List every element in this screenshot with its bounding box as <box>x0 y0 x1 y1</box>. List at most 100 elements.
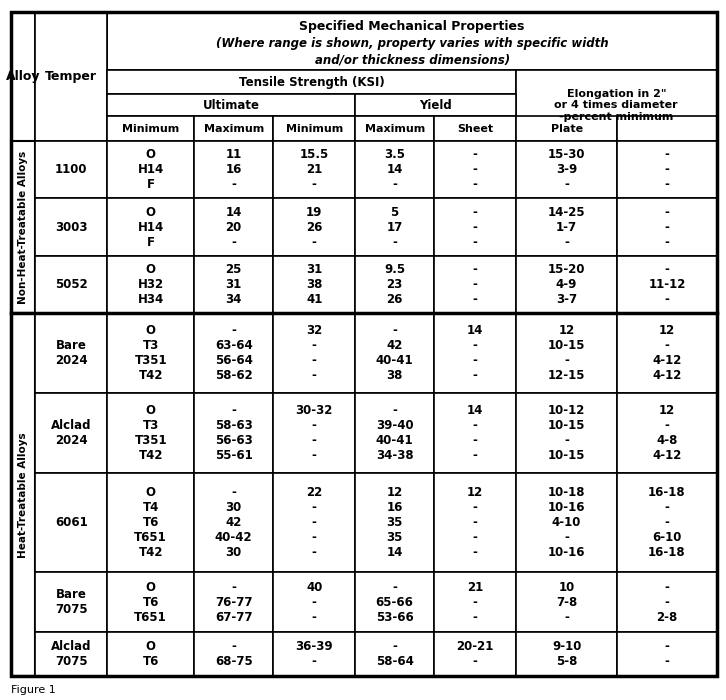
Bar <box>516 632 617 676</box>
Text: 30-32
-
-
-: 30-32 - - - <box>295 404 333 462</box>
Text: Maximum: Maximum <box>203 124 264 134</box>
Bar <box>355 632 434 676</box>
Text: O
H32
H34: O H32 H34 <box>138 263 164 306</box>
Bar <box>434 256 516 314</box>
Bar <box>35 573 107 632</box>
Text: O
T4
T6
T651
T42: O T4 T6 T651 T42 <box>134 486 167 559</box>
Text: 12
-
-
-
-: 12 - - - - <box>467 486 484 559</box>
Bar <box>107 141 194 198</box>
Bar <box>274 632 355 676</box>
Bar <box>11 13 35 141</box>
Text: 9-10
5-8: 9-10 5-8 <box>552 640 582 668</box>
Bar <box>434 116 516 141</box>
Text: -
-
-: - - - <box>664 206 669 248</box>
Text: -
-: - - <box>664 640 669 668</box>
Text: 12
16
35
35
14: 12 16 35 35 14 <box>386 486 403 559</box>
Bar <box>516 393 617 472</box>
Bar <box>274 573 355 632</box>
Bar <box>434 198 516 256</box>
Text: O
H14
F: O H14 F <box>138 206 164 248</box>
Text: 12
-
4-8
4-12: 12 - 4-8 4-12 <box>652 404 682 462</box>
Text: -
58-64: - 58-64 <box>376 640 414 668</box>
Bar <box>617 393 717 472</box>
Bar <box>274 473 355 573</box>
Bar <box>194 256 274 314</box>
Bar <box>434 141 516 198</box>
Bar <box>355 141 434 198</box>
Text: 10
7-8
-: 10 7-8 - <box>556 581 577 624</box>
Bar <box>516 198 617 256</box>
Text: -
-
-: - - - <box>473 263 478 306</box>
Bar <box>516 473 617 573</box>
Text: -
58-63
56-63
55-61: - 58-63 56-63 55-61 <box>215 404 253 462</box>
Text: 15.5
21
-: 15.5 21 - <box>300 148 329 191</box>
Text: -
-
-: - - - <box>473 148 478 191</box>
Text: -
-
2-8: - - 2-8 <box>656 581 677 624</box>
Text: -
-
-: - - - <box>473 206 478 248</box>
Text: 6061: 6061 <box>55 516 88 529</box>
Text: -
68-75: - 68-75 <box>215 640 253 668</box>
Text: 14
-
-
-: 14 - - - <box>467 404 484 462</box>
Text: -
39-40
40-41
34-38: - 39-40 40-41 34-38 <box>376 404 414 462</box>
Bar <box>194 314 274 393</box>
Text: 3.5
14
-: 3.5 14 - <box>384 148 405 191</box>
Text: Minimum: Minimum <box>285 124 343 134</box>
Bar <box>35 198 107 256</box>
Text: 20-21
-: 20-21 - <box>457 640 494 668</box>
Text: O
T6
T651: O T6 T651 <box>134 581 167 624</box>
Bar <box>434 632 516 676</box>
Text: Maximum: Maximum <box>364 124 425 134</box>
Text: O
T3
T351
T42: O T3 T351 T42 <box>134 324 167 382</box>
Bar <box>617 116 717 141</box>
Text: 1100: 1100 <box>55 163 87 176</box>
Bar <box>107 94 355 116</box>
Bar <box>107 116 194 141</box>
Text: 3003: 3003 <box>55 220 87 234</box>
Bar <box>355 198 434 256</box>
Text: O
H14
F: O H14 F <box>138 148 164 191</box>
Text: -
65-66
53-66: - 65-66 53-66 <box>376 581 414 624</box>
Text: 15-20
4-9
3-7: 15-20 4-9 3-7 <box>548 263 585 306</box>
Bar <box>355 314 434 393</box>
Text: 12
-
4-12
4-12: 12 - 4-12 4-12 <box>652 324 682 382</box>
Text: -
76-77
67-77: - 76-77 67-77 <box>215 581 253 624</box>
Bar <box>516 116 617 141</box>
Bar <box>355 94 516 116</box>
Text: Heat-Treatable Alloys: Heat-Treatable Alloys <box>18 432 28 558</box>
Text: 14
20
-: 14 20 - <box>226 206 242 248</box>
Text: O
T3
T351
T42: O T3 T351 T42 <box>134 404 167 462</box>
Text: (Where range is shown, property varies with specific width: (Where range is shown, property varies w… <box>216 37 608 50</box>
Text: Figure 1: Figure 1 <box>11 685 56 695</box>
Bar <box>194 632 274 676</box>
Bar <box>274 116 355 141</box>
Bar <box>434 473 516 573</box>
Bar <box>434 393 516 472</box>
Bar <box>516 256 617 314</box>
Text: 10-18
10-16
4-10
-
10-16: 10-18 10-16 4-10 - 10-16 <box>548 486 585 559</box>
Text: 31
38
41: 31 38 41 <box>306 263 322 306</box>
Bar <box>434 314 516 393</box>
Bar <box>11 314 35 676</box>
Text: 16-18
-
-
6-10
16-18: 16-18 - - 6-10 16-18 <box>648 486 686 559</box>
Text: Ultimate: Ultimate <box>203 99 260 112</box>
Text: Sheet: Sheet <box>457 124 493 134</box>
Text: Minimum: Minimum <box>122 124 179 134</box>
Bar <box>107 473 194 573</box>
Text: 21
-
-: 21 - - <box>467 581 484 624</box>
Bar <box>35 393 107 472</box>
Bar <box>11 13 107 141</box>
Text: 19
26
-: 19 26 - <box>306 206 322 248</box>
Text: 14-25
1-7
-: 14-25 1-7 - <box>548 206 585 248</box>
Bar <box>617 198 717 256</box>
Text: Bare
2024: Bare 2024 <box>55 340 88 368</box>
Bar <box>274 393 355 472</box>
Bar <box>355 393 434 472</box>
Text: -
30
42
40-42
30: - 30 42 40-42 30 <box>215 486 253 559</box>
Text: -
63-64
56-64
58-62: - 63-64 56-64 58-62 <box>215 324 253 382</box>
Text: and/or thickness dimensions): and/or thickness dimensions) <box>314 53 510 66</box>
Bar <box>107 314 194 393</box>
Bar <box>107 632 194 676</box>
Bar <box>107 573 194 632</box>
Bar <box>617 141 717 198</box>
Bar <box>194 393 274 472</box>
